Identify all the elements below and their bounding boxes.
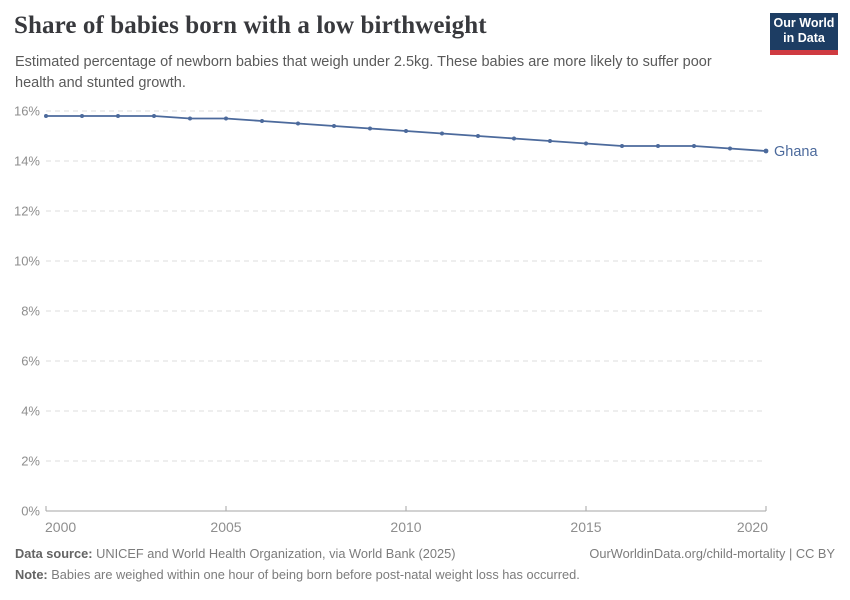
x-tick-label: 2015 (570, 519, 601, 535)
credit-link: OurWorldinData.org/child-mortality | CC … (589, 546, 835, 561)
owid-logo-line2: in Data (783, 31, 825, 45)
chart-note: Note: Babies are weighed within one hour… (15, 567, 835, 582)
x-tick-label: 2010 (390, 519, 421, 535)
entity-label-ghana: Ghana (774, 144, 818, 160)
x-tick-label: 2005 (210, 519, 241, 535)
page-title: Share of babies born with a low birthwei… (14, 12, 487, 39)
data-point (44, 114, 48, 118)
data-point (476, 134, 480, 138)
data-point (260, 119, 264, 123)
data-source-label: Data source: (15, 546, 93, 561)
data-point (116, 114, 120, 118)
y-tick-label: 2% (21, 454, 40, 469)
y-tick-label: 12% (14, 204, 40, 219)
line-chart: 0% 2% 4% 6% 8% 10% 12% 14% 16% 2000 2005 2010 2015 20… (14, 104, 819, 536)
y-tick-label: 0% (21, 504, 40, 519)
note-text: Babies are weighed within one hour of be… (47, 567, 580, 582)
data-point (224, 116, 228, 121)
data-point (332, 124, 336, 128)
data-point (656, 144, 660, 148)
data-point (692, 144, 696, 148)
data-point (440, 131, 444, 136)
data-point (368, 126, 372, 131)
y-tick-label: 14% (14, 154, 40, 169)
data-point (188, 116, 192, 121)
owid-logo-text: Our World in Data (770, 13, 838, 50)
chart-footer: Data source: UNICEF and World Health Org… (15, 546, 835, 561)
x-tick-label: 2020 (737, 519, 768, 535)
data-point (152, 114, 156, 118)
y-tick-label: 6% (21, 354, 40, 369)
data-source-line: Data source: UNICEF and World Health Org… (15, 546, 456, 561)
y-tick-label: 10% (14, 254, 40, 269)
data-point (80, 114, 84, 118)
note-label: Note: (15, 567, 48, 582)
data-point (548, 139, 552, 143)
owid-logo-line1: Our World (773, 16, 835, 30)
owid-logo-red-bar (770, 50, 838, 55)
data-point (620, 144, 624, 148)
y-tick-label: 8% (21, 304, 40, 319)
data-point (404, 129, 408, 133)
data-source-text: UNICEF and World Health Organization, vi… (92, 546, 456, 561)
chart-subtitle: Estimated percentage of newborn babies t… (15, 54, 712, 91)
x-tick-label: 2000 (45, 519, 76, 535)
data-point (763, 148, 769, 154)
y-tick-label: 16% (14, 104, 40, 119)
data-point (512, 136, 516, 141)
owid-logo: Our World in Data (770, 13, 838, 55)
data-point (584, 141, 588, 146)
data-point (296, 121, 300, 126)
y-tick-label: 4% (21, 404, 40, 419)
data-point (728, 146, 732, 151)
